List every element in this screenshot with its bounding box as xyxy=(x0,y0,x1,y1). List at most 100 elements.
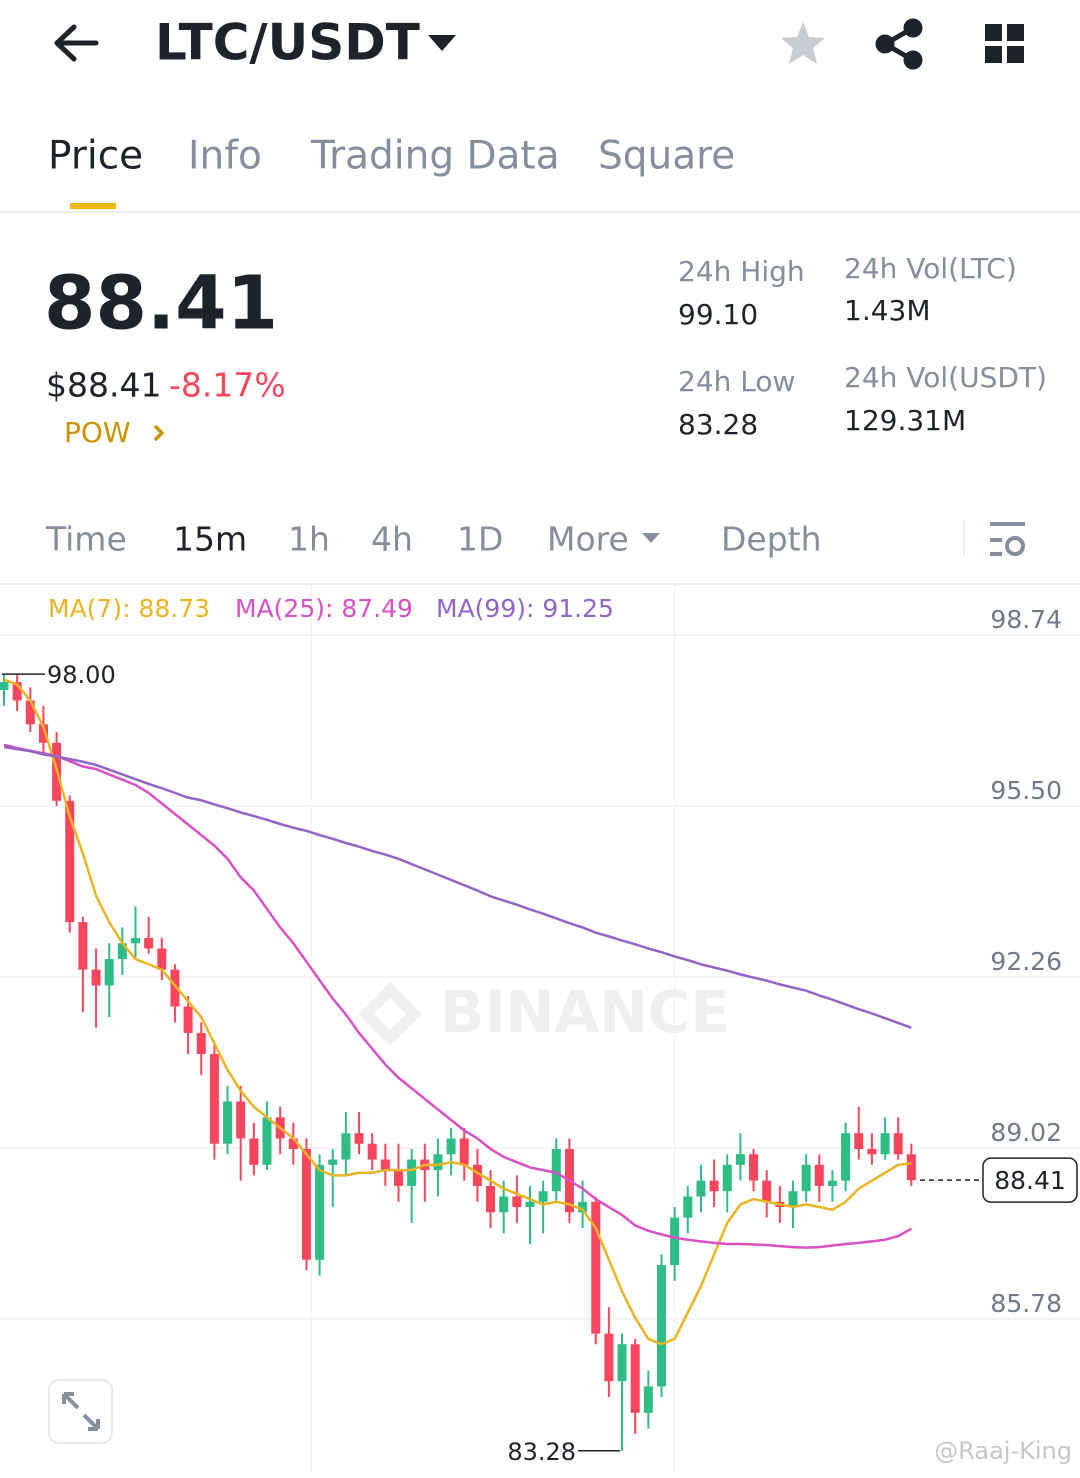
tab[interactable]: Info xyxy=(188,134,262,179)
candle-body xyxy=(262,1117,272,1165)
tab[interactable]: Square xyxy=(598,134,735,179)
candle-body xyxy=(841,1133,851,1181)
stat-label: 24h Low xyxy=(678,365,795,398)
ma-line xyxy=(3,743,912,1249)
last-price-label: 88.41 xyxy=(994,1166,1066,1195)
candle-body xyxy=(578,1201,588,1213)
candle-body xyxy=(354,1133,364,1144)
candle-body xyxy=(236,1101,246,1139)
candle-body xyxy=(328,1159,338,1165)
back-button[interactable] xyxy=(54,24,99,62)
interval[interactable]: 1h xyxy=(288,520,330,559)
candle-body xyxy=(630,1344,640,1413)
candle-body xyxy=(801,1164,811,1192)
candle-body xyxy=(525,1201,535,1208)
candle-body xyxy=(551,1149,561,1192)
interval[interactable]: Time xyxy=(45,520,127,559)
interval[interactable]: 4h xyxy=(371,520,413,559)
candle-body xyxy=(538,1191,548,1202)
candle-body xyxy=(25,700,35,725)
candle-body xyxy=(722,1164,732,1192)
candle-body xyxy=(446,1138,456,1155)
ma-line xyxy=(3,745,912,1029)
tag[interactable]: POW xyxy=(64,416,131,449)
candle-body xyxy=(12,682,22,701)
more-dropdown[interactable] xyxy=(642,533,660,543)
candle-body xyxy=(131,937,140,944)
candle-body xyxy=(407,1159,417,1186)
price-change: -8.17% xyxy=(169,366,286,405)
share-button[interactable] xyxy=(875,18,923,70)
candle-body xyxy=(499,1196,509,1213)
candle-body xyxy=(367,1143,377,1160)
stat-label: 24h High xyxy=(678,255,805,288)
candle-body xyxy=(170,969,180,1007)
candle-body xyxy=(380,1159,390,1171)
expand-button[interactable] xyxy=(48,1379,113,1444)
last-price: 88.41 xyxy=(44,261,278,347)
candle-body xyxy=(591,1201,601,1334)
legend-entry: MA(7): 88.73 xyxy=(48,594,210,623)
stat-value: 83.28 xyxy=(678,408,758,441)
candle-body xyxy=(394,1170,403,1186)
stat-label: 24h Vol(LTC) xyxy=(844,252,1017,285)
legend-entry: MA(25): 87.49 xyxy=(235,594,413,623)
ma-line xyxy=(3,678,912,1346)
interval[interactable]: More xyxy=(547,520,629,559)
candle-body xyxy=(472,1164,482,1186)
pair-dropdown[interactable] xyxy=(428,35,456,51)
candle-body xyxy=(183,1006,193,1033)
candle-body xyxy=(604,1333,614,1382)
pair-title[interactable]: LTC/USDT xyxy=(155,14,420,72)
divider xyxy=(0,211,1080,213)
max-marker-label: 98.00 xyxy=(47,661,116,689)
y-tick-label: 92.26 xyxy=(990,947,1062,976)
candle-body xyxy=(157,948,167,970)
candle-body xyxy=(288,1138,298,1150)
candle-body xyxy=(433,1154,443,1171)
y-tick-label: 89.02 xyxy=(990,1118,1062,1147)
y-tick-label: 95.50 xyxy=(990,776,1062,805)
candle-body xyxy=(249,1138,259,1165)
layout-button[interactable] xyxy=(985,24,1024,63)
candle-body xyxy=(341,1133,351,1160)
candle-body xyxy=(696,1180,706,1197)
candle-body xyxy=(38,724,48,743)
interval[interactable]: 1D xyxy=(457,520,503,559)
candle-body xyxy=(735,1154,745,1165)
interval[interactable]: Depth xyxy=(721,520,822,559)
candle-body xyxy=(91,969,101,986)
favorite-star[interactable] xyxy=(781,22,825,64)
candle-body xyxy=(459,1138,469,1165)
candle-body xyxy=(906,1154,916,1181)
candle-body xyxy=(223,1101,233,1144)
candle-body xyxy=(788,1191,798,1208)
candle-body xyxy=(315,1164,325,1260)
watermark-text: BINANCE xyxy=(440,978,730,1046)
candle-body xyxy=(880,1133,890,1155)
chart: BINANCE 98.74 95.50 92.26 89.02 85.78 MA(7): … xyxy=(0,585,1080,1474)
tab[interactable]: Price xyxy=(48,134,143,179)
tab-indicator xyxy=(70,203,116,209)
last-price-box xyxy=(982,1157,1078,1203)
stat-value: 1.43M xyxy=(844,294,931,327)
chart-settings[interactable] xyxy=(990,522,1025,556)
tag-arrow[interactable] xyxy=(153,424,165,442)
candle-body xyxy=(709,1180,719,1192)
stat-value: 129.31M xyxy=(844,404,966,437)
candle-body xyxy=(854,1133,864,1150)
min-marker-label: 83.28 xyxy=(507,1438,576,1466)
candle-body xyxy=(762,1180,772,1202)
legend-entry: MA(99): 91.25 xyxy=(436,594,614,623)
candle-body xyxy=(827,1180,837,1186)
stat-label: 24h Vol(USDT) xyxy=(844,361,1047,394)
interval[interactable]: 15m xyxy=(173,520,247,559)
candle-body xyxy=(78,922,88,970)
candle-body xyxy=(301,1149,311,1260)
candle-body xyxy=(670,1217,680,1266)
tab[interactable]: Trading Data xyxy=(310,134,560,179)
candle-body xyxy=(657,1265,666,1387)
candle-body xyxy=(196,1032,206,1055)
usd-price: $88.41 xyxy=(46,366,161,405)
